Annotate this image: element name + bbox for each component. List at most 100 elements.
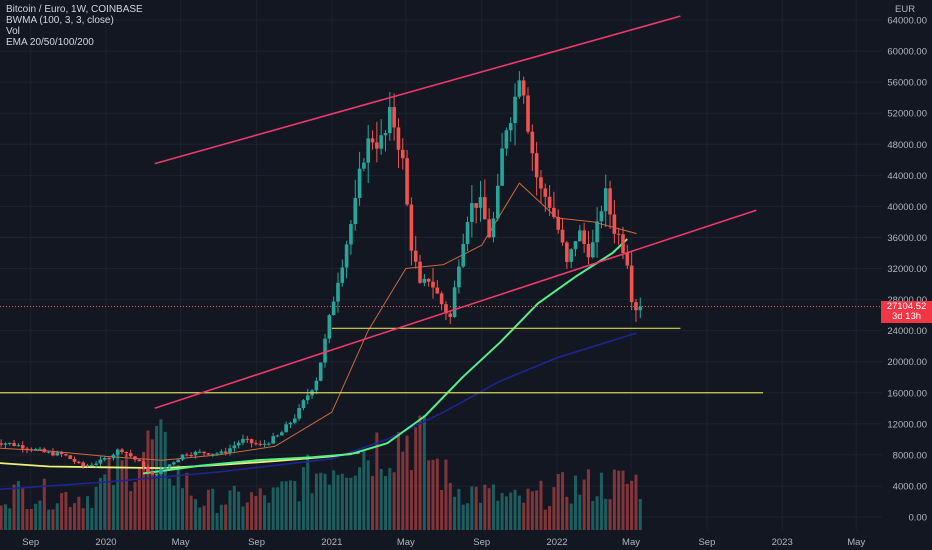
volume-bar [29, 508, 33, 530]
y-tick-label: 44000.00 [887, 171, 927, 182]
candle-body [38, 448, 42, 450]
candle-body [128, 453, 133, 457]
candle-body [388, 107, 392, 134]
volume-bar [47, 509, 51, 530]
x-tick-label: 2023 [772, 537, 793, 548]
symbol-title[interactable]: Bitcoin / Euro, 1W, COINBASE [6, 4, 143, 15]
candle-body [141, 461, 146, 468]
volume-bar [301, 467, 305, 530]
volume-bar [461, 504, 465, 530]
candle-body [20, 445, 25, 449]
volume-bar [353, 475, 357, 530]
volume-bar [483, 484, 487, 530]
volume-bar [25, 509, 29, 530]
volume-bar [418, 415, 422, 530]
y-tick-label: 12000.00 [887, 419, 927, 430]
volume-bar [327, 484, 331, 530]
candle-body [336, 282, 340, 302]
candle-body [517, 80, 522, 97]
candle-body [327, 315, 332, 339]
volume-bar [38, 500, 42, 530]
candle-body [33, 449, 38, 451]
candle-body [362, 162, 366, 169]
bwma-indicator-label[interactable]: BWMA (100, 3, 3, close) [6, 15, 114, 26]
volume-bar [371, 476, 375, 530]
candle-body [223, 451, 228, 453]
volume-bar [254, 495, 258, 530]
volume-bar [81, 508, 85, 530]
y-tick-label: 4000.00 [893, 481, 927, 492]
ema-green-line [142, 238, 628, 475]
currency-label[interactable]: EUR [895, 4, 916, 15]
candle-body [275, 435, 280, 437]
candle-body [46, 451, 51, 453]
volume-bar [638, 498, 642, 530]
volume-bar [574, 475, 578, 530]
volume-bar [470, 486, 474, 530]
y-tick-label: 32000.00 [887, 264, 927, 275]
volume-bar [617, 470, 621, 530]
volume-bar [349, 477, 353, 530]
volume-bar [392, 472, 396, 530]
candle-body [180, 454, 185, 460]
volume-bar [608, 499, 612, 530]
x-tick-label: May [847, 537, 865, 548]
candle-body [539, 177, 543, 189]
candle-body [569, 249, 573, 262]
volume-bar [250, 492, 254, 530]
candle-body [314, 380, 319, 391]
volume-bar [8, 508, 12, 530]
volume-bar [405, 435, 409, 530]
volume-bar [396, 432, 400, 530]
candle-body [461, 243, 466, 267]
candle-body [94, 463, 98, 465]
volume-bar [103, 474, 107, 530]
volume-bar [379, 468, 383, 530]
x-tick-label: Sep [473, 537, 490, 548]
ema-indicator-label[interactable]: EMA 20/50/100/200 [6, 37, 94, 48]
volume-bar [68, 507, 72, 530]
candle-body [418, 261, 422, 283]
volume-bar [73, 503, 77, 530]
volume-bar [181, 488, 185, 530]
volume-bar [388, 468, 392, 530]
y-tick-label: 56000.00 [887, 78, 927, 89]
volume-bar [297, 501, 301, 530]
candle-body [59, 452, 64, 455]
candle-body [258, 443, 263, 445]
y-tick-label: 64000.00 [887, 16, 927, 27]
candle-body [150, 472, 155, 475]
ema-navy-line [0, 332, 637, 491]
y-tick-label: 52000.00 [887, 109, 927, 120]
candle-body [629, 265, 634, 303]
candle-body [370, 138, 375, 143]
candle-body [521, 80, 526, 96]
candle-body [167, 464, 172, 468]
volume-bar [448, 482, 452, 530]
volume-bar [258, 488, 262, 530]
candle-body [483, 197, 487, 220]
candle-body [7, 442, 12, 444]
candle-body [72, 458, 77, 462]
candle-body [146, 467, 150, 473]
candle-body [573, 241, 578, 250]
candle-body [206, 453, 211, 455]
candle-body [547, 196, 552, 208]
volume-bar [565, 496, 569, 530]
candle-body [55, 452, 60, 456]
bar-countdown: 3d 13h [891, 310, 922, 322]
candle-body [413, 250, 418, 262]
volume-bar [444, 459, 448, 530]
channel-trendline [154, 209, 757, 410]
candle-body [556, 216, 561, 230]
volume-bar [293, 481, 297, 530]
volume-bar [358, 467, 362, 530]
volume-bar [267, 502, 271, 530]
candle-body [500, 148, 504, 186]
volume-bar [595, 496, 599, 530]
ema-orange-line [0, 182, 637, 461]
volume-bar [625, 483, 629, 530]
volume-indicator-label[interactable]: Vol [6, 26, 20, 37]
